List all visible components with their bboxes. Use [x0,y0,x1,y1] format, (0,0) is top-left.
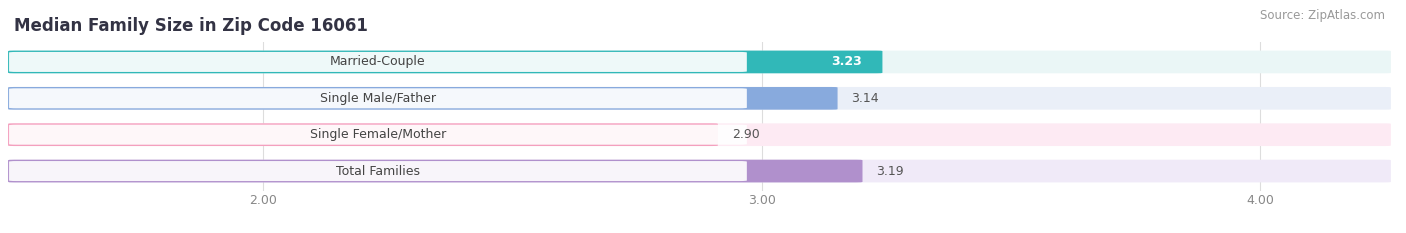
FancyBboxPatch shape [8,123,718,146]
FancyBboxPatch shape [8,160,862,182]
Text: Source: ZipAtlas.com: Source: ZipAtlas.com [1260,9,1385,22]
FancyBboxPatch shape [8,160,1391,182]
Text: 3.23: 3.23 [831,55,862,69]
FancyBboxPatch shape [8,51,883,73]
Text: Single Female/Mother: Single Female/Mother [309,128,446,141]
FancyBboxPatch shape [8,161,747,181]
FancyBboxPatch shape [8,88,747,108]
Text: Married-Couple: Married-Couple [330,55,426,69]
FancyBboxPatch shape [8,125,747,145]
Text: Median Family Size in Zip Code 16061: Median Family Size in Zip Code 16061 [14,17,368,35]
Text: Single Male/Father: Single Male/Father [321,92,436,105]
FancyBboxPatch shape [8,87,1391,110]
FancyBboxPatch shape [8,52,747,72]
Text: 3.19: 3.19 [876,164,904,178]
Text: Total Families: Total Families [336,164,420,178]
Text: 2.90: 2.90 [733,128,759,141]
FancyBboxPatch shape [8,123,1391,146]
FancyBboxPatch shape [8,87,838,110]
FancyBboxPatch shape [8,51,1391,73]
Text: 3.14: 3.14 [852,92,879,105]
